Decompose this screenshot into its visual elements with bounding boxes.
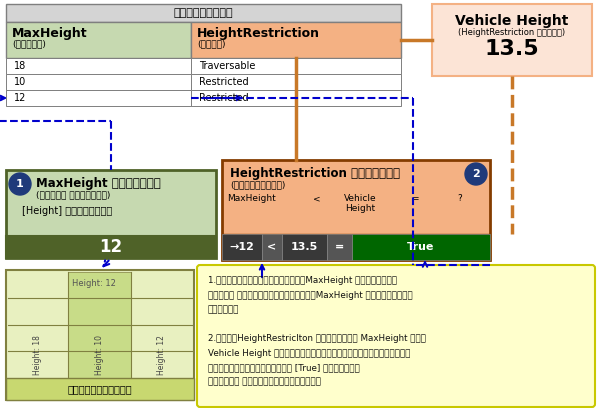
Bar bbox=[262, 234, 282, 260]
Text: (関数エバリュエータ): (関数エバリュエータ) bbox=[230, 180, 285, 189]
Text: 2.解析時、HeightRestricIton エバリュエータが MaxHeight の値と: 2.解析時、HeightRestricIton エバリュエータが MaxHeig… bbox=[208, 334, 426, 343]
Bar bbox=[6, 270, 194, 400]
Text: (規制属性): (規制属性) bbox=[197, 39, 225, 48]
Text: ネットワーク エレメントが規制されています。: ネットワーク エレメントが規制されています。 bbox=[208, 377, 321, 386]
Text: 10: 10 bbox=[14, 77, 26, 87]
Bar bbox=[222, 160, 490, 260]
Bar bbox=[352, 234, 490, 260]
Bar bbox=[282, 234, 327, 260]
Text: (HeightRestriction パラメータ): (HeightRestriction パラメータ) bbox=[459, 28, 566, 37]
Text: Height: 12: Height: 12 bbox=[72, 279, 116, 288]
Text: Height: 12: Height: 12 bbox=[157, 335, 166, 375]
Text: (記述子属性): (記述子属性) bbox=[12, 39, 46, 48]
Circle shape bbox=[9, 173, 31, 195]
Text: <: < bbox=[313, 194, 321, 203]
Text: Restricted: Restricted bbox=[199, 93, 249, 103]
Text: Vehicle Height: Vehicle Height bbox=[455, 14, 569, 28]
Text: 12: 12 bbox=[99, 238, 123, 256]
Text: 13.5: 13.5 bbox=[485, 39, 539, 59]
Text: HeightRestriction: HeightRestriction bbox=[197, 27, 320, 40]
Text: MaxHeight エバリュエータ: MaxHeight エバリュエータ bbox=[36, 177, 161, 190]
Text: Vehicle Height パラメータを使用してエッジがトラバース可能かどうかを: Vehicle Height パラメータを使用してエッジがトラバース可能かどうか… bbox=[208, 348, 410, 357]
Text: Height: 18: Height: 18 bbox=[32, 335, 41, 375]
Text: 決定します。関数エバリュエータが [True] を返す場合は、: 決定します。関数エバリュエータが [True] を返す場合は、 bbox=[208, 363, 360, 372]
Text: MaxHeight: MaxHeight bbox=[12, 27, 88, 40]
Bar bbox=[68, 272, 131, 378]
Text: 値をソース フィーチャクラスから読み取り、MaxHeight ネットワーク属性に: 値をソース フィーチャクラスから読み取り、MaxHeight ネットワーク属性に bbox=[208, 290, 413, 299]
Bar bbox=[6, 170, 216, 258]
Circle shape bbox=[465, 163, 487, 185]
Text: →12: →12 bbox=[230, 242, 254, 252]
Text: 2: 2 bbox=[472, 169, 480, 179]
Text: 格納します。: 格納します。 bbox=[208, 305, 240, 314]
Text: =: = bbox=[335, 242, 344, 252]
FancyBboxPatch shape bbox=[197, 265, 595, 407]
Bar bbox=[6, 378, 194, 400]
Text: (フィールド エバリュエータ): (フィールド エバリュエータ) bbox=[36, 190, 111, 199]
Bar bbox=[327, 234, 352, 260]
Bar bbox=[432, 4, 592, 76]
Bar bbox=[222, 234, 490, 260]
Text: Traversable: Traversable bbox=[199, 61, 255, 71]
Text: Height: 10: Height: 10 bbox=[96, 335, 105, 375]
Bar bbox=[6, 22, 191, 58]
Bar bbox=[191, 74, 401, 90]
Bar bbox=[6, 236, 216, 258]
Text: ?: ? bbox=[457, 194, 462, 203]
Text: Restricted: Restricted bbox=[199, 77, 249, 87]
Text: [Height] フィールドを使用: [Height] フィールドを使用 bbox=[22, 206, 112, 216]
Bar bbox=[6, 58, 191, 74]
Text: 18: 18 bbox=[14, 61, 26, 71]
Text: Vehicle
Height: Vehicle Height bbox=[344, 194, 376, 213]
Text: 1: 1 bbox=[16, 179, 24, 189]
Text: 12: 12 bbox=[14, 93, 26, 103]
Bar bbox=[6, 4, 401, 22]
Bar bbox=[6, 90, 191, 106]
Text: ソースフィーチャクラス: ソースフィーチャクラス bbox=[68, 384, 132, 394]
Text: =: = bbox=[411, 194, 419, 203]
Bar bbox=[191, 22, 401, 58]
Bar bbox=[6, 74, 191, 90]
Text: 1.ネットワークデータセットの構築時、MaxHeight エバリュエータが: 1.ネットワークデータセットの構築時、MaxHeight エバリュエータが bbox=[208, 276, 397, 285]
Text: 13.5: 13.5 bbox=[291, 242, 318, 252]
Text: ネットワーク属性値: ネットワーク属性値 bbox=[173, 8, 233, 18]
Text: HeightRestriction エバリュエータ: HeightRestriction エバリュエータ bbox=[230, 167, 400, 180]
Bar bbox=[222, 234, 262, 260]
Text: <: < bbox=[267, 242, 277, 252]
Bar bbox=[191, 58, 401, 74]
Bar bbox=[191, 90, 401, 106]
Text: MaxHeight: MaxHeight bbox=[228, 194, 276, 203]
Text: True: True bbox=[407, 242, 435, 252]
